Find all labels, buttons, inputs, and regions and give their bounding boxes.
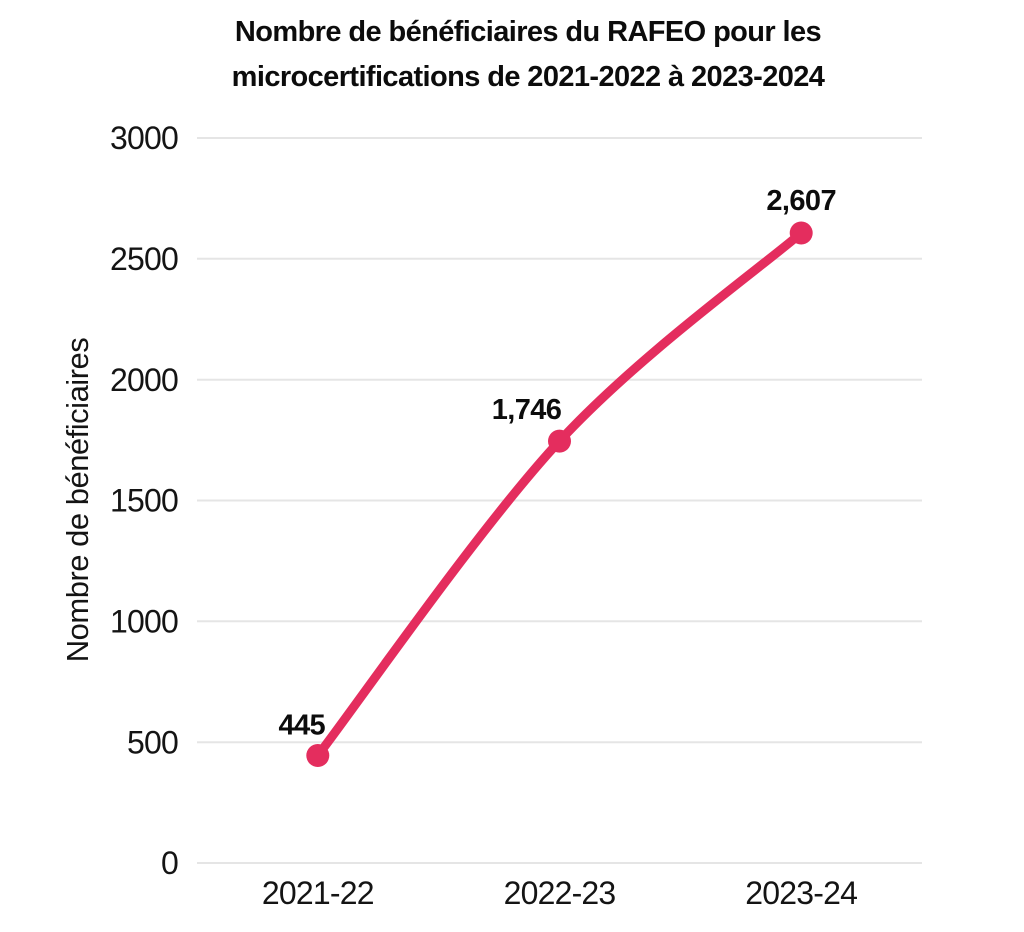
data-point-2022-23 — [548, 429, 571, 453]
data-value-label-2022-23: 1,746 — [492, 394, 562, 426]
x-tick-label-2021-22: 2021-22 — [262, 875, 374, 911]
x-tick-label-2022-23: 2022-23 — [504, 875, 616, 911]
data-point-2021-22 — [306, 744, 330, 767]
series-line — [313, 228, 806, 760]
y-tick-label-3000: 3000 — [110, 120, 178, 156]
y-tick-label-2000: 2000 — [110, 362, 178, 398]
chart-title: Nombre de bénéficiaires du RAFEO pour le… — [34, 10, 1022, 100]
data-value-label-2021-22: 445 — [279, 710, 326, 742]
y-tick-label-1000: 1000 — [110, 604, 178, 640]
y-axis-title: Nombre de bénéficiaires — [60, 338, 95, 663]
chart-title-line-2: microcertifications de 2021-2022 à 2023-… — [231, 61, 825, 93]
y-tick-label-0: 0 — [161, 845, 178, 881]
x-tick-label-2023-24: 2023-24 — [745, 875, 857, 911]
plot-area: 0 500 1000 1500 2000 2500 3000 2021-22 2022-23 20… — [110, 120, 922, 911]
y-tick-label-2500: 2500 — [110, 241, 178, 277]
chart-title-line-1: Nombre de bénéficiaires du RAFEO pour le… — [234, 16, 822, 48]
y-tick-label-500: 500 — [127, 724, 178, 760]
data-value-label-2023-24: 2,607 — [766, 185, 836, 217]
data-point-2023-24 — [789, 221, 813, 245]
y-tick-label-1500: 1500 — [110, 483, 178, 519]
